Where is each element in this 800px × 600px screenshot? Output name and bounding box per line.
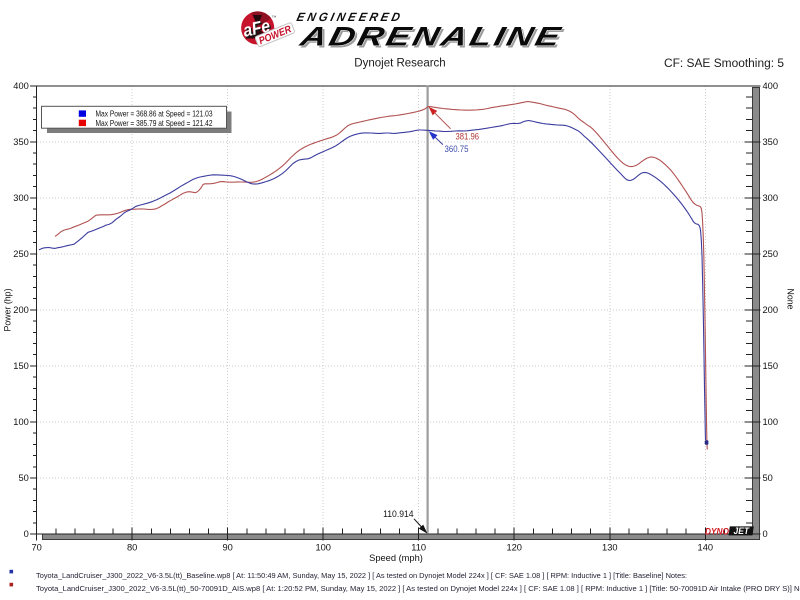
svg-text:200: 200 (13, 305, 29, 315)
svg-text:ADRENALINE: ADRENALINE (299, 23, 568, 53)
svg-text:250: 250 (13, 249, 29, 259)
svg-text:Toyota_LandCruiser_J300_2022_V: Toyota_LandCruiser_J300_2022_V6-3.5L(tt)… (36, 584, 800, 593)
svg-text:™: ™ (272, 15, 277, 21)
svg-text:300: 300 (763, 193, 779, 203)
svg-text:381.96: 381.96 (456, 131, 480, 141)
svg-text:350: 350 (763, 137, 779, 147)
svg-text:70: 70 (32, 543, 42, 553)
svg-text:50: 50 (763, 473, 773, 483)
svg-text:80: 80 (127, 543, 137, 553)
svg-text:360.75: 360.75 (445, 144, 469, 154)
svg-text:0: 0 (763, 529, 768, 539)
svg-text:Max Power = 385.79 at Speed =: Max Power = 385.79 at Speed = 121.42 (96, 118, 213, 128)
svg-text:CF: SAE Smoothing: 5: CF: SAE Smoothing: 5 (664, 58, 784, 70)
svg-text:200: 200 (763, 305, 779, 315)
svg-text:100: 100 (13, 417, 29, 427)
svg-text:400: 400 (763, 81, 779, 91)
svg-text:100: 100 (763, 417, 779, 427)
svg-text:130: 130 (602, 543, 618, 553)
svg-text:300: 300 (13, 193, 29, 203)
svg-text:150: 150 (763, 361, 779, 371)
svg-text:120: 120 (506, 543, 522, 553)
svg-text:JET: JET (734, 526, 750, 536)
svg-text:Speed (mph): Speed (mph) (369, 553, 423, 563)
svg-text:250: 250 (763, 249, 779, 259)
svg-text:400: 400 (13, 81, 29, 91)
svg-text:DYNO: DYNO (705, 526, 729, 536)
svg-text:110: 110 (411, 543, 426, 553)
svg-text:ADRENALINE: ADRENALINE (296, 21, 565, 51)
svg-text:90: 90 (223, 543, 233, 553)
svg-text:140: 140 (698, 543, 714, 553)
svg-text:ENGINEERED: ENGINEERED (295, 10, 404, 24)
svg-text:Max Power = 368.86 at Speed =: Max Power = 368.86 at Speed = 121.03 (96, 109, 213, 119)
svg-text:Power (hp): Power (hp) (3, 288, 13, 331)
svg-text:110.914: 110.914 (383, 509, 414, 520)
svg-text:150: 150 (13, 361, 29, 371)
svg-text:Dynojet Research: Dynojet Research (354, 58, 445, 70)
svg-text:350: 350 (13, 137, 29, 147)
svg-text:50: 50 (18, 473, 28, 483)
svg-text:100: 100 (315, 543, 331, 553)
svg-text:Toyota_LandCruiser_J300_2022_V: Toyota_LandCruiser_J300_2022_V6-3.5L(tt)… (36, 571, 687, 580)
svg-text:None: None (786, 288, 796, 309)
svg-text:0: 0 (24, 529, 29, 539)
